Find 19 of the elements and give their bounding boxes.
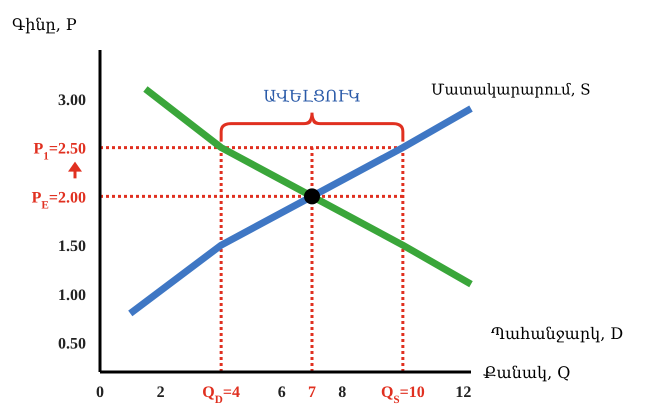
x-tick-label: 2 — [156, 384, 165, 401]
y-tick-label: P$_{E}$=2.00 — [32, 189, 86, 212]
y-tick-label: 1.00 — [58, 286, 86, 304]
text: Պահանջարկ, D — [491, 324, 624, 344]
x-tick-label: 7 — [308, 384, 316, 401]
y-tick-label: P$_{1}$=2.50 — [34, 140, 86, 163]
x-tick-label: Q$_{S}$=10 — [380, 384, 425, 406]
y-tick-label: 3.00 — [58, 92, 86, 109]
x-axis-title: Քանակ, Q — [483, 363, 570, 382]
x-tick-label: Q$_{D}$=4 — [202, 384, 240, 406]
x-tick-label: 8 — [338, 384, 346, 401]
y-axis-title: Գինը, P — [12, 15, 77, 34]
series-label: Մատակարարում, S — [431, 80, 591, 99]
y-tick-label: 0.50 — [58, 336, 86, 353]
x-tick-label: 12 — [455, 384, 472, 401]
x-tick-label: 6 — [278, 384, 286, 401]
x-tick-label: 0 — [96, 384, 104, 401]
y-tick-label: 1.50 — [58, 238, 86, 256]
annotation: ԱՎԵԼՑՈՒԿ — [263, 86, 361, 106]
